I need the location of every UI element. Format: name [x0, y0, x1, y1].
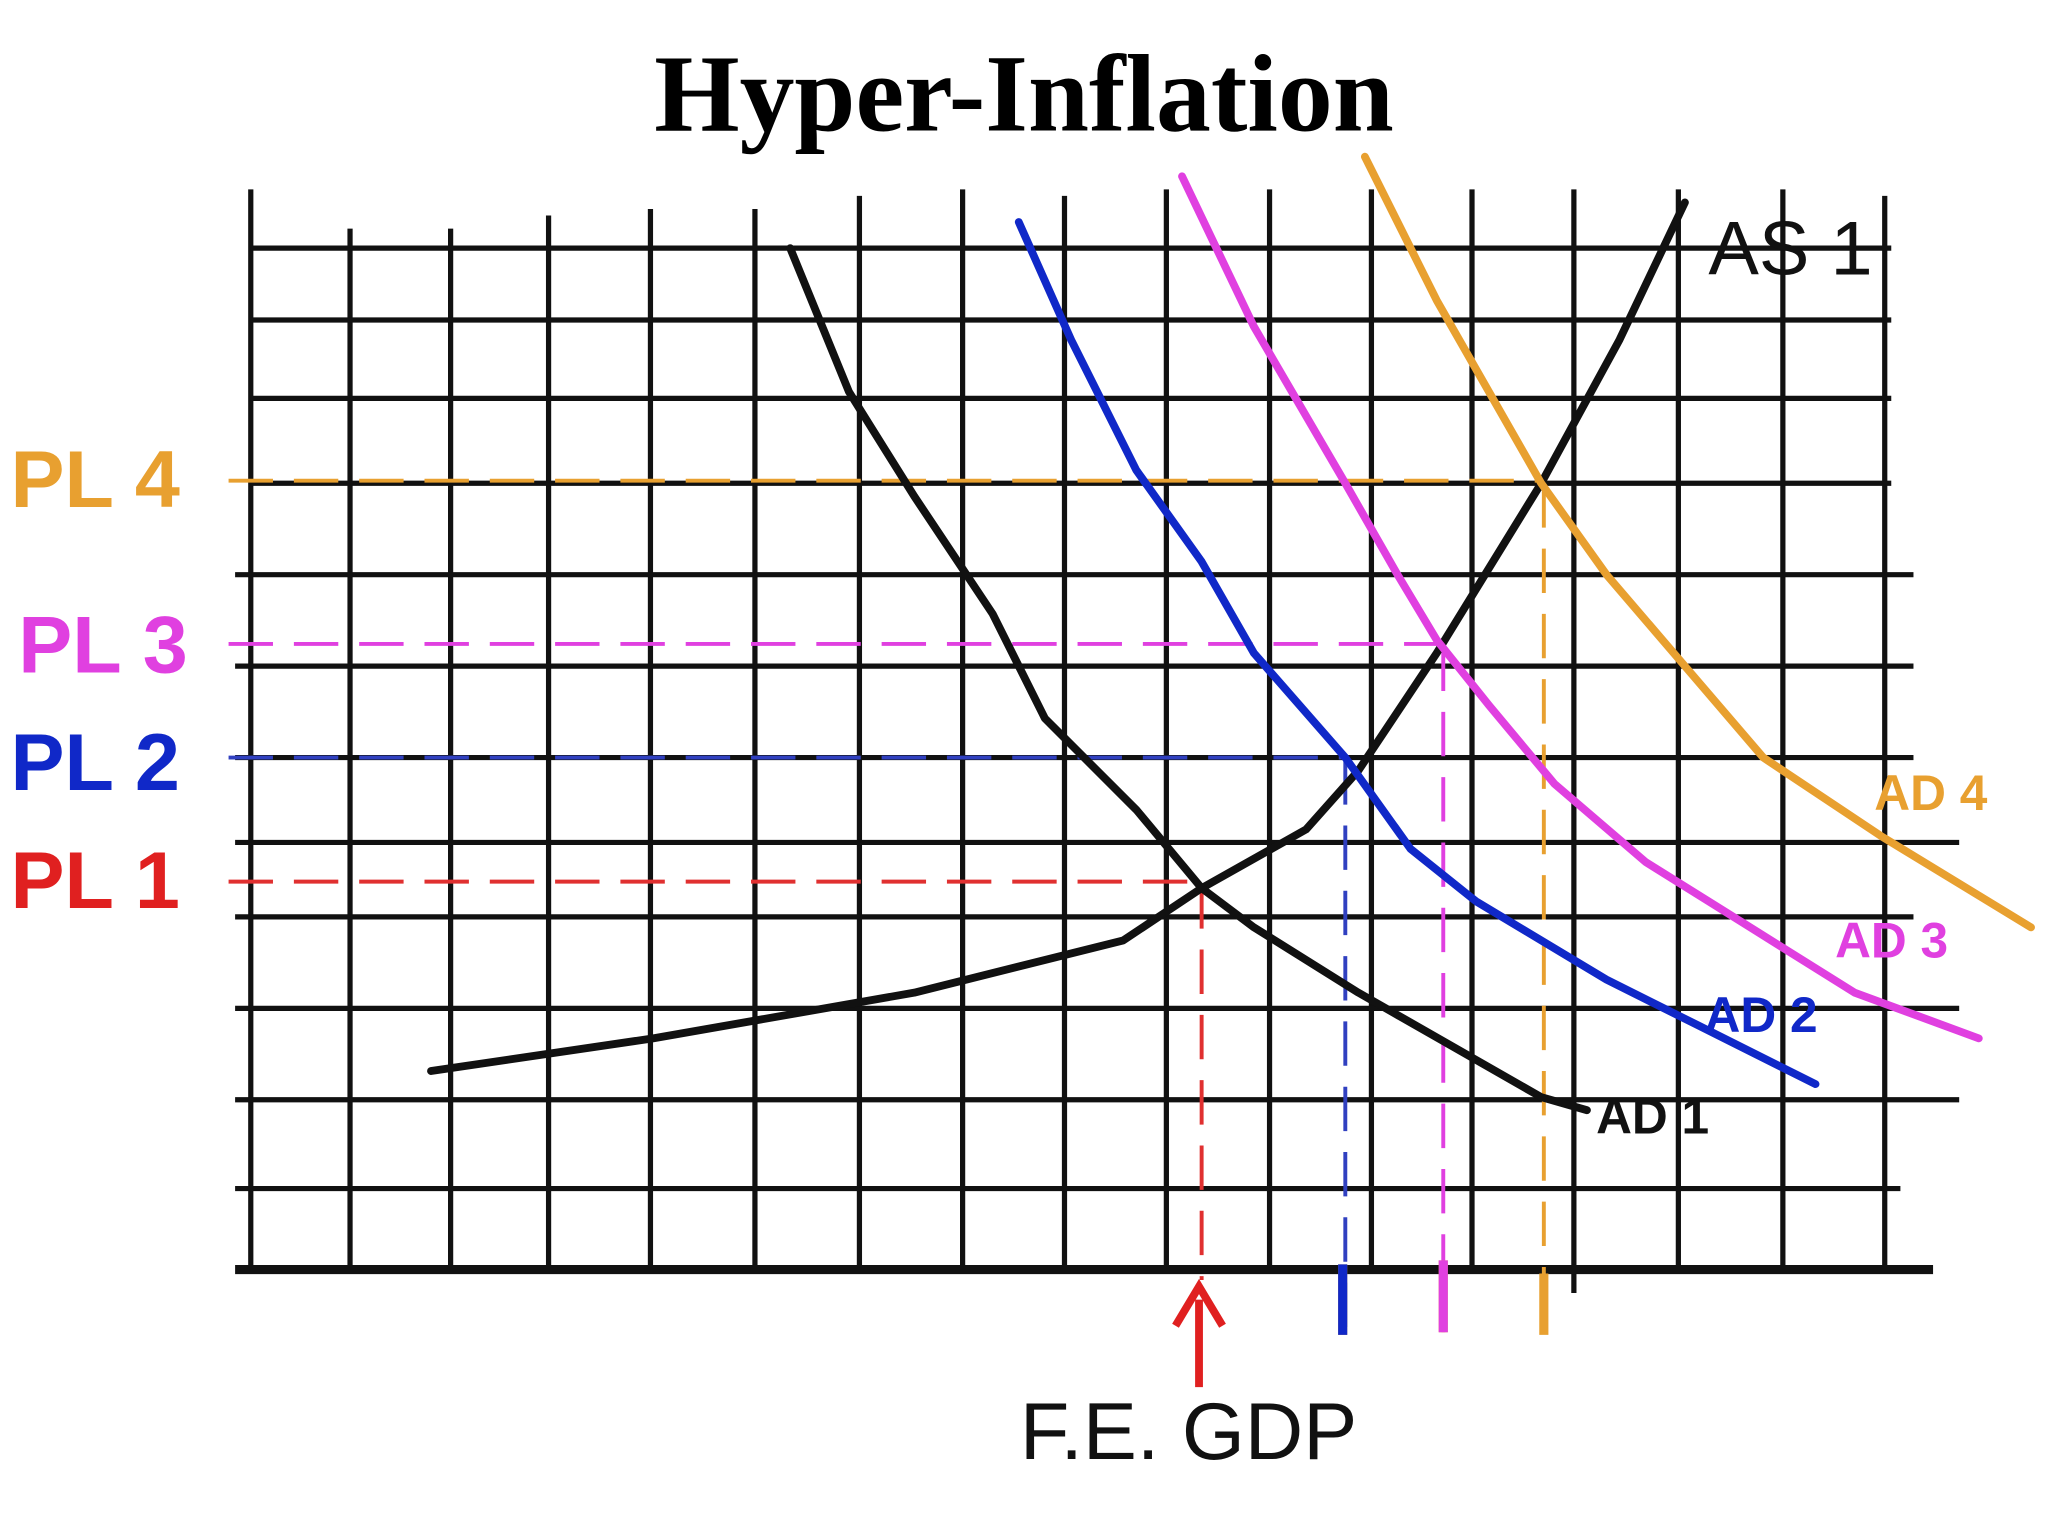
pl4-guide	[228, 478, 1546, 1333]
grid	[235, 189, 1960, 1294]
pl3-guide	[228, 641, 1446, 1333]
ad-label: AD 1	[1596, 1089, 1709, 1145]
ad1-curve	[786, 244, 1591, 1115]
as-curve	[427, 198, 1689, 1075]
x-axis-label: F.E. GDP	[1020, 1387, 1357, 1477]
as-label: AS 1	[1708, 206, 1872, 291]
ad3-curve	[1178, 172, 1983, 1043]
pl-label: PL 4	[10, 435, 180, 525]
ad-label: AD 2	[1704, 987, 1817, 1043]
ad-label: AD 3	[1835, 912, 1948, 968]
pl2-guide	[228, 755, 1348, 1333]
pl-label: PL 1	[10, 836, 180, 926]
ad4-curve	[1360, 152, 2035, 932]
ad-label: AD 4	[1874, 765, 1987, 821]
pl-label: PL 2	[10, 718, 180, 808]
arrow-head	[1172, 1278, 1226, 1328]
pl1-guide	[228, 879, 1204, 1280]
title: Hyper-Inflation	[654, 33, 1393, 155]
ad2-curve	[1014, 218, 1820, 1088]
pl-label: PL 3	[18, 601, 188, 691]
